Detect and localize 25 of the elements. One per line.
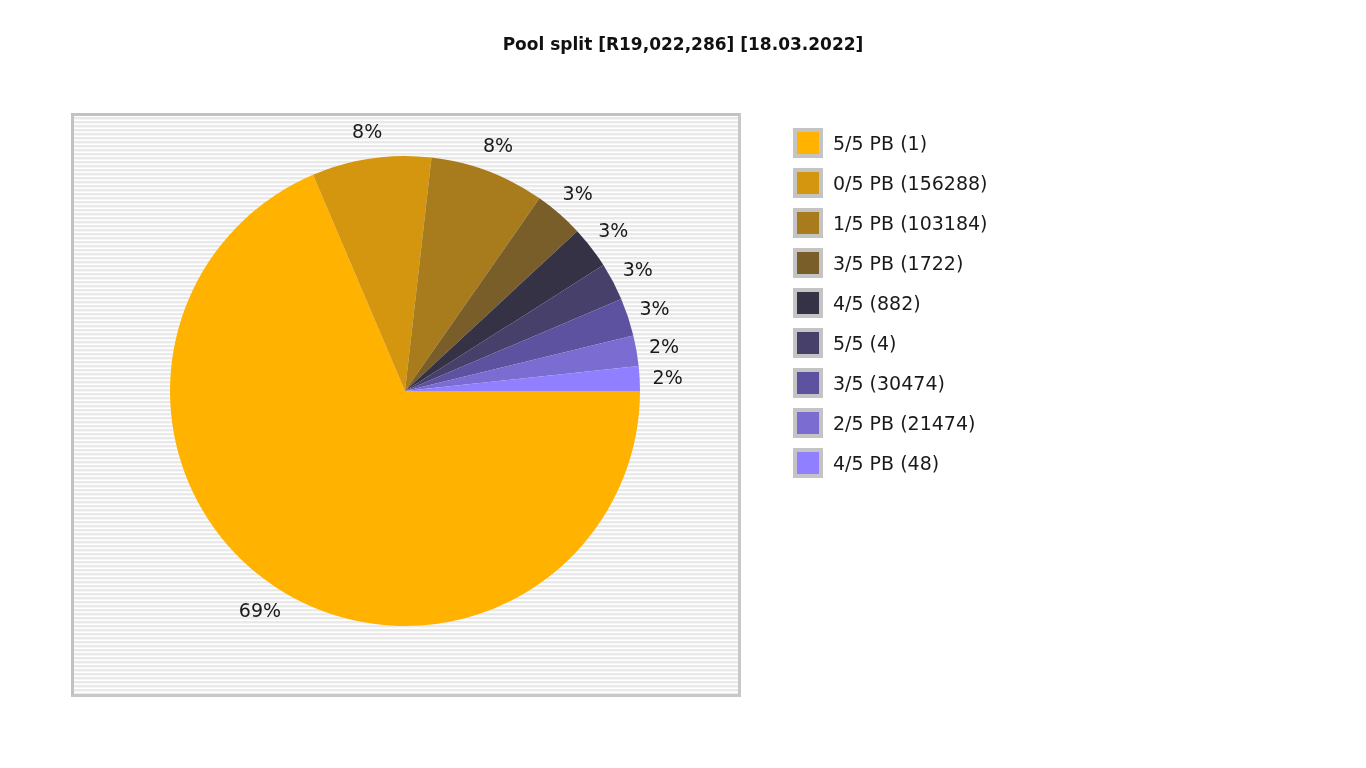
data-label: 8% — [352, 119, 383, 142]
data-label: 3% — [562, 181, 593, 204]
pie-slice — [405, 335, 639, 391]
data-label: 8% — [482, 133, 514, 156]
legend-label: 0/5 PB (156288) — [833, 172, 988, 194]
legend-label: 3/5 PB (1722) — [833, 252, 964, 274]
legend-label: 5/5 PB (1) — [833, 132, 928, 154]
data-label: 69% — [238, 599, 282, 622]
pie-slice — [313, 156, 432, 391]
pie-slice — [405, 157, 540, 391]
pie-slice — [405, 299, 634, 391]
data-label: 3% — [622, 257, 653, 280]
legend-label: 2/5 PB (21474) — [833, 412, 976, 434]
data-label: 3% — [598, 219, 629, 242]
chart-title: Pool split [R19,022,286] [18.03.2022] — [501, 34, 865, 54]
pie-slice — [405, 265, 622, 391]
legend-label: 3/5 (30474) — [833, 372, 945, 394]
legend-label: 4/5 PB (48) — [833, 452, 940, 474]
legend-label: 4/5 (882) — [833, 292, 921, 314]
legend-label: 5/5 (4) — [833, 332, 897, 354]
data-label: 3% — [639, 297, 670, 320]
pie-slice — [405, 198, 578, 391]
data-label: 2% — [652, 365, 683, 388]
legend-label: 1/5 PB (103184) — [833, 212, 988, 234]
data-label: 2% — [649, 334, 680, 357]
